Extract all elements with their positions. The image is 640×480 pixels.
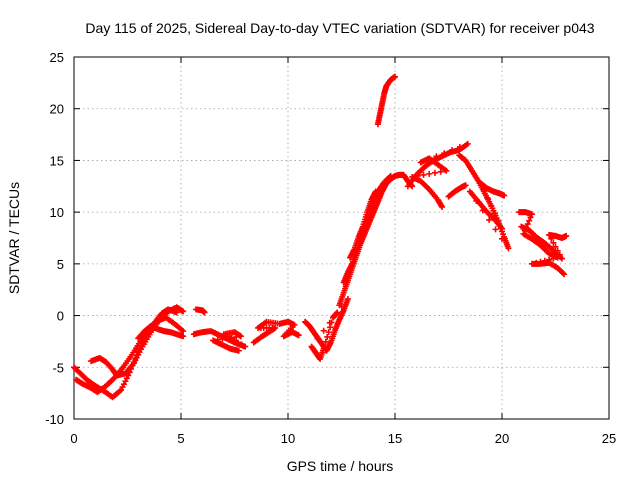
series-sat-e [192,306,208,316]
data-point [173,309,180,316]
data-point [387,172,394,179]
data-point [180,308,187,315]
data-point [238,341,245,348]
data-point [554,247,561,254]
x-tick-label: 20 [495,431,509,446]
data-point [180,333,187,340]
data-point [392,73,398,80]
x-tick-label: 10 [281,431,295,446]
data-point [242,343,249,350]
data-point [558,255,565,262]
data-point [443,167,450,174]
data-point [464,140,471,147]
data-point [426,170,433,177]
data-point [495,218,502,225]
data-point [372,188,379,195]
series-sat-q [518,223,570,262]
data-point [561,271,568,278]
data-point [322,338,329,345]
data-point [441,150,448,157]
data-point [524,221,531,228]
series-sat-m [404,140,471,210]
y-tick-label: 0 [57,309,64,324]
data-point [437,168,444,175]
data-point [449,147,456,154]
data-point [488,202,495,209]
data-point [492,226,499,233]
x-tick-label: 15 [388,431,402,446]
series-sat-h [302,296,351,363]
data-point [552,243,559,250]
data-point [484,195,491,202]
data-point [559,270,566,277]
data-point [180,328,187,335]
series-sat-c [88,304,187,379]
data-point [439,203,446,210]
data-point [462,182,469,189]
data-point [499,235,505,242]
x-tick-label: 5 [177,431,184,446]
data-points [71,73,570,401]
data-point [556,251,563,258]
series-sat-d [135,322,187,342]
plot-frame [73,56,610,420]
data-point [328,319,335,326]
data-point [527,214,534,221]
y-tick-label: 10 [50,205,64,220]
data-point [235,347,242,354]
series-sat-f [190,328,249,354]
data-point [324,333,331,340]
data-point [327,324,334,331]
data-point [325,329,332,336]
data-point [201,309,208,316]
data-point [420,171,427,178]
data-point [550,255,557,262]
data-point [295,332,302,339]
data-point [431,169,438,176]
data-point [505,245,512,252]
data-point [501,192,508,199]
data-point [235,339,242,346]
x-axis-label: GPS time / hours [287,458,394,474]
data-point [344,296,351,303]
y-axis-label: SDTVAR / TECUs [6,182,22,294]
y-tick-label: 25 [50,50,64,65]
data-point [314,335,321,342]
data-point [526,217,533,224]
data-point [491,210,498,217]
series-sat-k [347,188,379,261]
x-tick-label: 0 [70,431,77,446]
axis-ticks: 0 5 10 15 20 25 -10 -5 0 5 10 15 20 25 [45,50,616,446]
y-tick-label: 20 [50,102,64,117]
series-sat-l [374,73,398,128]
y-tick-label: -10 [45,412,64,427]
data-point [321,343,328,350]
data-point [456,143,463,150]
data-point [550,239,557,246]
data-point [528,211,535,218]
y-tick-label: 5 [57,257,64,272]
series-sat-o [456,152,512,252]
data-point [499,225,505,232]
x-tick-label: 25 [602,431,616,446]
series-sat-g [250,318,302,346]
chart-title: Day 115 of 2025, Sidereal Day-to-day VTE… [85,20,594,36]
y-tick-label: 15 [50,153,64,168]
data-point [433,153,440,160]
data-point [386,173,393,180]
data-point [563,232,570,239]
series-sat-n [445,182,469,200]
data-point [334,309,341,316]
data-point [320,327,327,334]
y-tick-label: -5 [52,360,64,375]
